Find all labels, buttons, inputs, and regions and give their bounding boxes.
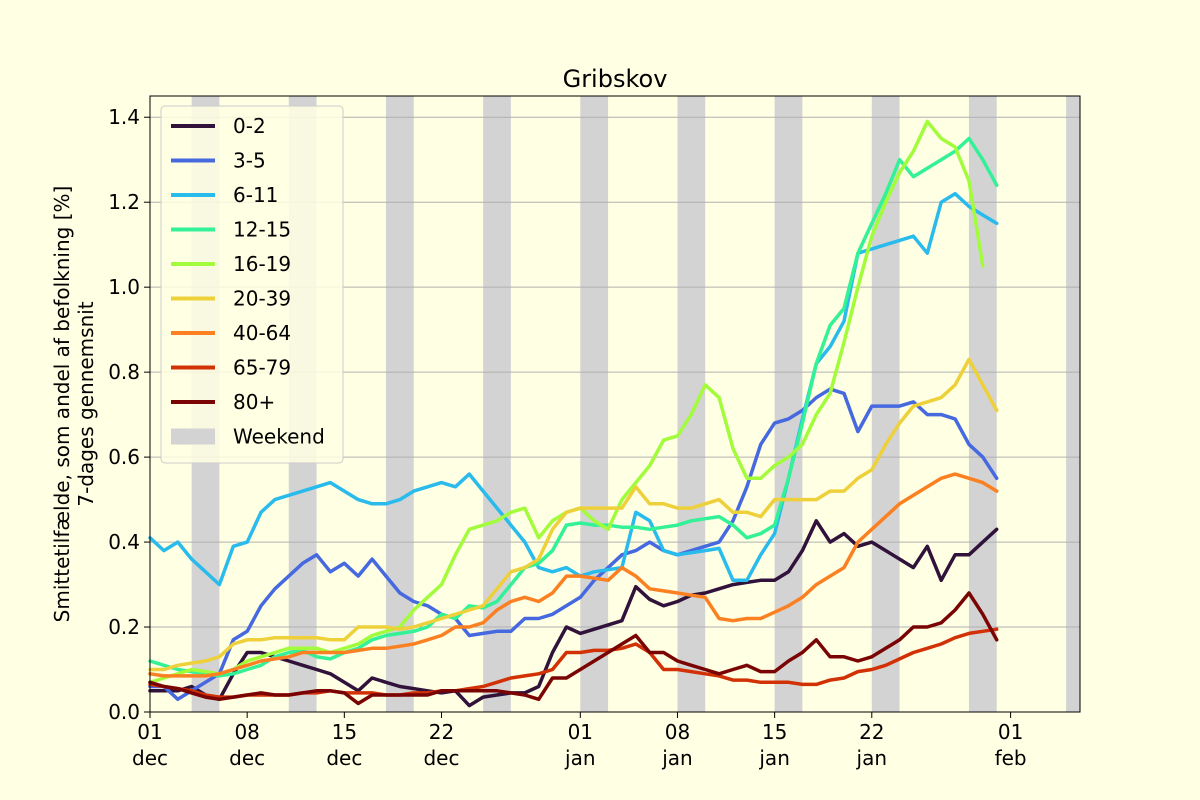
x-axis: 01dec08dec15dec22dec01jan08jan15jan22jan… — [132, 712, 1027, 770]
x-tick-label-month: jan — [758, 746, 790, 770]
x-tick-label-day: 22 — [429, 720, 454, 744]
x-tick-label-day: 08 — [234, 720, 259, 744]
legend-label-weekend: Weekend — [233, 425, 325, 449]
y-tick-label: 0.0 — [108, 700, 140, 724]
weekend-band — [774, 96, 803, 712]
legend-label: 40-64 — [233, 321, 291, 345]
weekend-band — [1066, 96, 1080, 712]
y-axis: 0.0 0.2 0.4 0.6 0.8 1.0 1.2 1.4 — [108, 105, 150, 724]
weekend-band — [580, 96, 609, 712]
y-axis-label-line1: Smittetilfælde, som andel af befolkning … — [50, 186, 74, 623]
legend-label: 3-5 — [233, 149, 266, 173]
legend-label: 16-19 — [233, 252, 291, 276]
legend-label: 80+ — [233, 390, 275, 414]
x-tick-label-day: 22 — [859, 720, 884, 744]
series-lines — [148, 119, 999, 708]
x-tick-label-day: 01 — [137, 720, 162, 744]
series-line-80+ — [148, 591, 999, 706]
x-tick-label-month: dec — [423, 746, 459, 770]
weekend-band — [385, 96, 414, 712]
x-tick-label-month: dec — [132, 746, 168, 770]
weekend-band — [871, 96, 900, 712]
legend-swatch-weekend — [171, 428, 215, 445]
y-tick-label: 0.8 — [108, 360, 140, 384]
legend-label: 0-2 — [233, 114, 266, 138]
x-tick-label-day: 15 — [762, 720, 787, 744]
legend: 0-2 3-5 6-11 12-15 16-19 20-39 40-64 65-79 80+ We… — [160, 105, 344, 464]
y-tick-label: 1.0 — [108, 275, 140, 299]
series-line-12-15 — [148, 136, 999, 678]
x-tick-label-day: 08 — [665, 720, 690, 744]
series-line-40-64 — [148, 472, 999, 678]
legend-label: 12-15 — [233, 218, 291, 242]
y-tick-label: 0.6 — [108, 445, 140, 469]
chart-title: Gribskov — [563, 65, 668, 93]
x-tick-label-month: jan — [661, 746, 693, 770]
legend-label: 6-11 — [233, 183, 278, 207]
x-tick-label-day: 01 — [998, 720, 1023, 744]
x-tick-label-day: 15 — [332, 720, 357, 744]
y-axis-label-line2: 7-dages gennemsnit — [74, 301, 98, 506]
y-tick-label: 1.2 — [108, 190, 140, 214]
x-tick-label-month: jan — [564, 746, 596, 770]
x-tick-label-month: dec — [326, 746, 362, 770]
plot-frame — [149, 95, 1081, 713]
y-tick-label: 0.4 — [108, 530, 140, 554]
legend-label: 20-39 — [233, 287, 291, 311]
series-line-3-5 — [148, 387, 999, 702]
series-line-20-39 — [148, 357, 999, 672]
x-tick-label-month: jan — [856, 746, 888, 770]
x-tick-label-month: dec — [229, 746, 265, 770]
weekend-band — [677, 96, 706, 712]
y-tick-label: 1.4 — [108, 105, 140, 129]
y-tick-label: 0.2 — [108, 615, 140, 639]
x-tick-label-day: 01 — [568, 720, 593, 744]
legend-label: 65-79 — [233, 356, 291, 380]
x-tick-label-month: feb — [995, 746, 1027, 770]
